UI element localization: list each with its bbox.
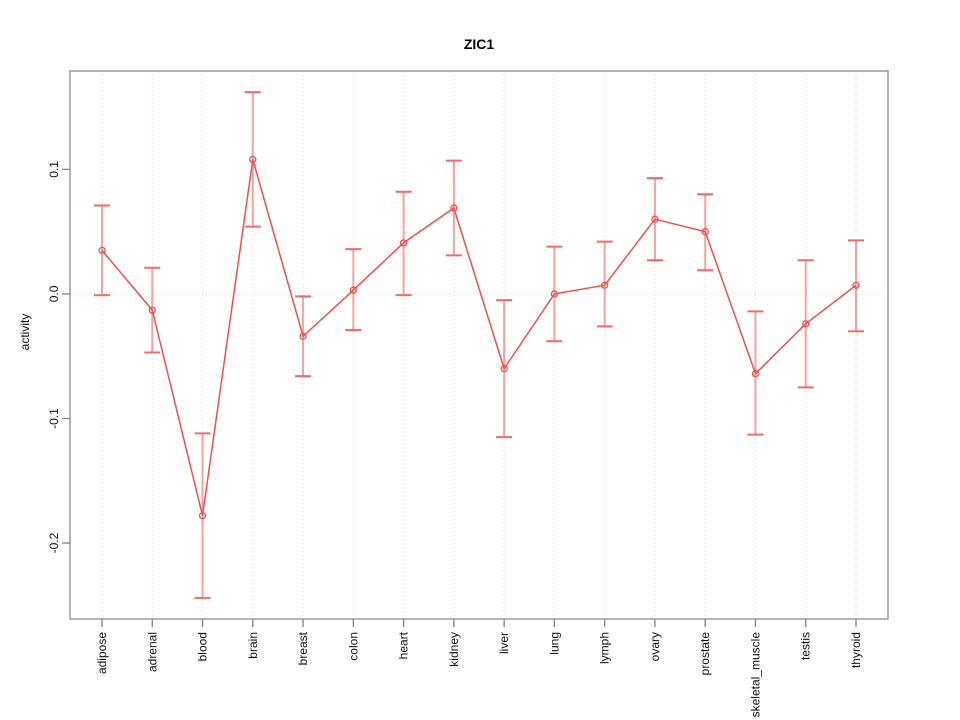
x-tick-label: colon bbox=[346, 632, 360, 661]
data-point bbox=[601, 281, 609, 289]
x-tick-label: blood bbox=[196, 632, 210, 661]
y-tick-label: -0.2 bbox=[47, 532, 61, 553]
y-tick-label: -0.1 bbox=[47, 408, 61, 429]
data-point bbox=[299, 332, 307, 340]
data-point bbox=[550, 290, 559, 298]
x-tick-label: ovary bbox=[648, 632, 662, 661]
data-point bbox=[500, 365, 508, 373]
x-tick-label: heart bbox=[397, 631, 411, 659]
x-tick-label: thyroid bbox=[849, 632, 863, 668]
data-point bbox=[198, 511, 207, 520]
data-point bbox=[349, 286, 357, 294]
chart-title: ZIC1 bbox=[463, 36, 495, 52]
x-tick-label: skeletal_muscle bbox=[748, 632, 762, 718]
x-tick-label: kidney bbox=[447, 632, 461, 667]
x-tick-label: adrenal bbox=[145, 632, 159, 672]
x-tick-label: brain bbox=[246, 632, 260, 659]
series-line bbox=[101, 159, 857, 516]
plot-border bbox=[69, 70, 889, 620]
data-point bbox=[751, 369, 760, 378]
data-point bbox=[651, 215, 659, 223]
y-tick-label: 0.0 bbox=[47, 285, 61, 302]
x-tick-label: liver bbox=[497, 632, 511, 654]
data-point bbox=[802, 320, 810, 328]
x-tick-label: breast bbox=[296, 631, 310, 665]
data-point bbox=[98, 246, 106, 254]
data-point bbox=[399, 239, 408, 247]
x-tick-label: adipose bbox=[95, 632, 109, 674]
data-point bbox=[450, 204, 458, 212]
x-tick-label: prostate bbox=[698, 632, 712, 676]
y-tick-label: 0.1 bbox=[47, 161, 61, 178]
x-tick-label: lung bbox=[547, 632, 561, 655]
x-tick-label: testis bbox=[799, 632, 813, 660]
x-tick-label: lymph bbox=[598, 632, 612, 664]
data-point bbox=[852, 281, 860, 289]
data-point bbox=[701, 228, 709, 236]
data-point bbox=[249, 155, 257, 164]
data-point bbox=[148, 306, 156, 314]
